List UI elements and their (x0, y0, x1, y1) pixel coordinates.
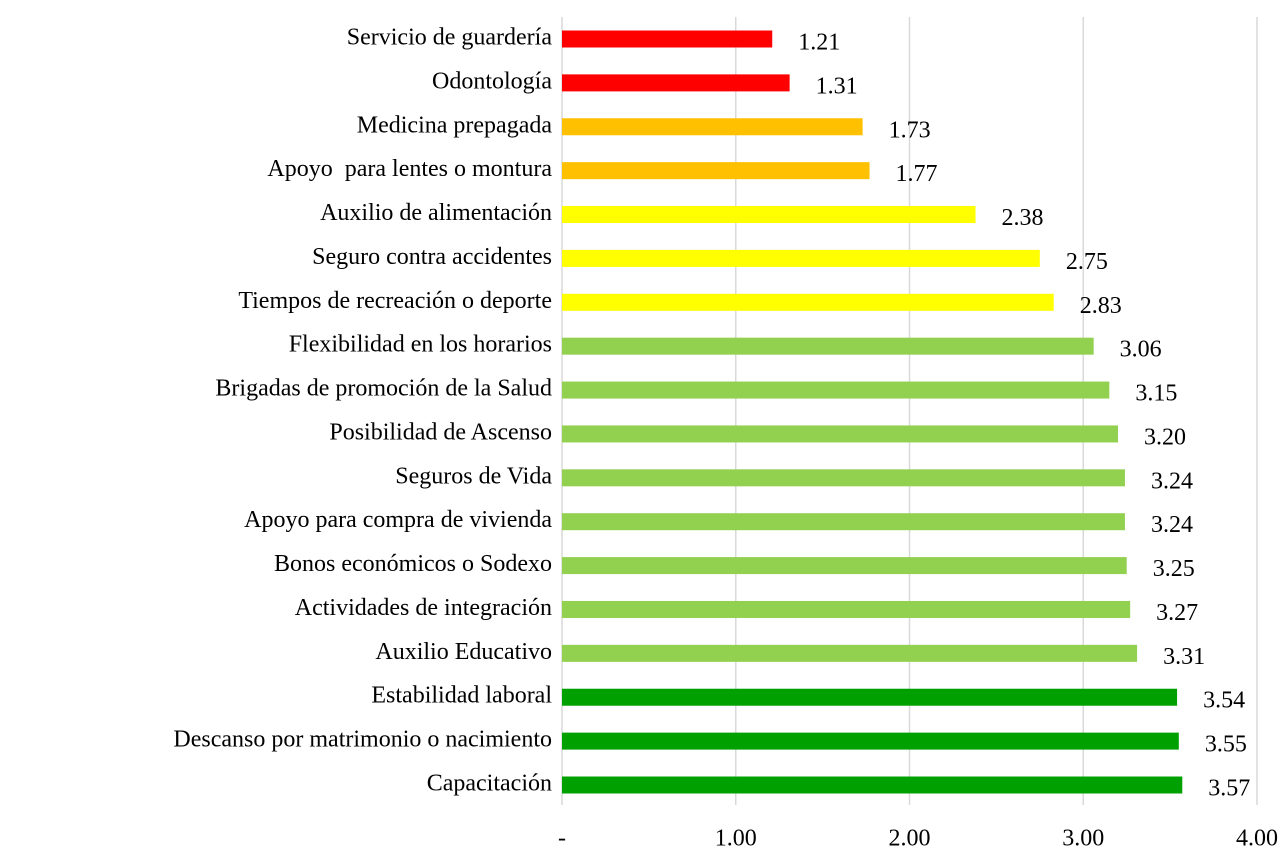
bar (562, 381, 1110, 399)
value-label: 3.25 (1153, 556, 1195, 582)
value-label: 1.73 (889, 117, 931, 143)
value-label: 1.77 (896, 161, 938, 187)
y-tick-label: Actividades de integración (295, 595, 552, 621)
value-label: 3.20 (1144, 424, 1186, 450)
value-label: 2.75 (1066, 249, 1108, 275)
bar (562, 644, 1138, 662)
bar (562, 732, 1179, 750)
y-tick-label: Apoyo para lentes o montura (267, 156, 552, 182)
bar (562, 249, 1040, 267)
value-label: 3.54 (1203, 688, 1245, 714)
value-label: 1.21 (798, 30, 840, 56)
value-label: 3.24 (1151, 512, 1193, 538)
y-tick-label: Estabilidad laboral (371, 683, 552, 709)
y-tick-label: Auxilio Educativo (375, 639, 552, 665)
x-tick-label: 1.00 (715, 826, 757, 852)
x-tick-label: 2.00 (889, 826, 931, 852)
value-label: 3.06 (1120, 337, 1162, 363)
y-tick-label: Brigadas de promoción de la Salud (215, 376, 552, 402)
bar (562, 557, 1127, 575)
bar (562, 688, 1178, 706)
y-tick-label: Bonos económicos o Sodexo (274, 551, 552, 577)
bar (562, 30, 773, 48)
y-tick-label: Tiempos de recreación o deporte (238, 288, 552, 314)
bar (562, 513, 1125, 531)
y-tick-label: Auxilio de alimentación (320, 200, 552, 226)
bar (562, 337, 1094, 355)
y-tick-label: Apoyo para compra de vivienda (244, 507, 552, 533)
y-tick-label: Descanso por matrimonio o nacimiento (173, 727, 552, 753)
x-tick-label: 3.00 (1062, 826, 1104, 852)
y-tick-label: Seguro contra accidentes (312, 244, 552, 270)
y-tick-label: Odontología (432, 68, 552, 94)
bar (562, 600, 1131, 618)
bar (562, 469, 1125, 487)
value-label: 3.15 (1135, 381, 1177, 407)
value-label: 2.83 (1080, 293, 1122, 319)
bar (562, 118, 863, 136)
y-tick-label: Seguros de Vida (395, 463, 552, 489)
y-tick-label: Medicina prepagada (357, 112, 553, 138)
bar (562, 293, 1054, 311)
value-label: 3.31 (1163, 644, 1205, 670)
x-tick-label: - (558, 826, 566, 852)
bar (562, 74, 790, 92)
y-tick-label: Capacitación (427, 771, 552, 797)
y-tick-label: Servicio de guardería (347, 25, 553, 51)
value-label: 3.27 (1156, 600, 1198, 626)
x-tick-label: 4.00 (1236, 826, 1278, 852)
value-label: 1.31 (816, 73, 858, 99)
value-label: 3.24 (1151, 468, 1193, 494)
bar (562, 162, 870, 180)
y-tick-label: Flexibilidad en los horarios (289, 332, 552, 358)
value-label: 3.55 (1205, 732, 1247, 758)
bar (562, 206, 976, 224)
y-tick-label: Posibilidad de Ascenso (329, 419, 552, 445)
bar (562, 425, 1118, 443)
bar (562, 776, 1183, 794)
value-label: 3.57 (1208, 776, 1250, 802)
value-label: 2.38 (1002, 205, 1044, 231)
